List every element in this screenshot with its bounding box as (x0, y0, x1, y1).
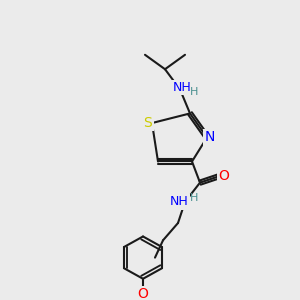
Text: O: O (138, 287, 148, 300)
Text: NH: NH (169, 195, 188, 208)
Text: N: N (205, 130, 215, 145)
Text: O: O (219, 169, 230, 183)
Text: NH: NH (172, 81, 191, 94)
Text: H: H (190, 87, 198, 97)
Text: H: H (190, 193, 198, 203)
Text: S: S (144, 116, 152, 130)
